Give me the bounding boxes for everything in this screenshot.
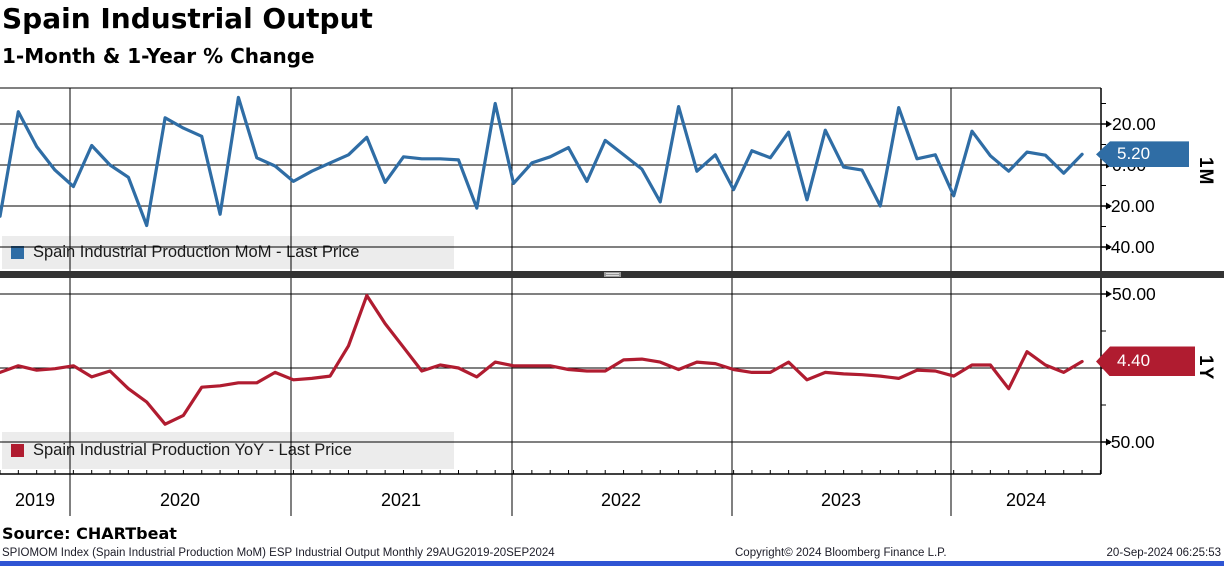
legend-yoy[interactable]: Spain Industrial Production YoY - Last P… bbox=[2, 432, 454, 469]
footer-timestamp: 20-Sep-2024 06:25:53 bbox=[1106, 547, 1221, 559]
year-label: 2021 bbox=[380, 490, 422, 510]
year-label: 2019 bbox=[14, 490, 56, 510]
y-tick-label: -40.00 bbox=[1105, 237, 1155, 257]
axis-label-1y: 1Y bbox=[1195, 355, 1216, 381]
y-tick-label: 20.00 bbox=[1112, 114, 1156, 134]
legend-mom-label: Spain Industrial Production MoM - Last P… bbox=[33, 243, 360, 261]
panel-splitter bbox=[0, 271, 1224, 278]
source-line: Source: CHARTbeat bbox=[2, 524, 177, 543]
y-tick-label: -50.00 bbox=[1105, 432, 1155, 452]
bottom-accent-bar bbox=[0, 561, 1224, 566]
y-tick-label: 50.00 bbox=[1112, 284, 1156, 304]
last-price-badge-yoy: 4.40 bbox=[1096, 346, 1195, 377]
year-label: 2023 bbox=[820, 490, 862, 510]
mom-series-swatch-icon bbox=[11, 246, 24, 259]
page-title: Spain Industrial Output bbox=[2, 2, 373, 35]
footer-ticker-info: SPIOMOM Index (Spain Industrial Producti… bbox=[2, 547, 555, 559]
last-price-badge-mom: 5.20 bbox=[1096, 141, 1189, 168]
y-tick-label: -20.00 bbox=[1105, 196, 1155, 216]
year-label: 2024 bbox=[1005, 490, 1047, 510]
year-label: 2022 bbox=[600, 490, 642, 510]
axis-label-1m: 1M bbox=[1195, 157, 1216, 186]
yoy-series-swatch-icon bbox=[11, 444, 24, 457]
splitter-drag-handle-icon[interactable] bbox=[604, 272, 621, 277]
legend-mom[interactable]: Spain Industrial Production MoM - Last P… bbox=[2, 236, 454, 269]
footer-copyright: Copyright© 2024 Bloomberg Finance L.P. bbox=[735, 547, 947, 559]
year-label: 2020 bbox=[159, 490, 201, 510]
legend-yoy-label: Spain Industrial Production YoY - Last P… bbox=[33, 441, 352, 459]
page-subtitle: 1-Month & 1-Year % Change bbox=[2, 44, 315, 68]
